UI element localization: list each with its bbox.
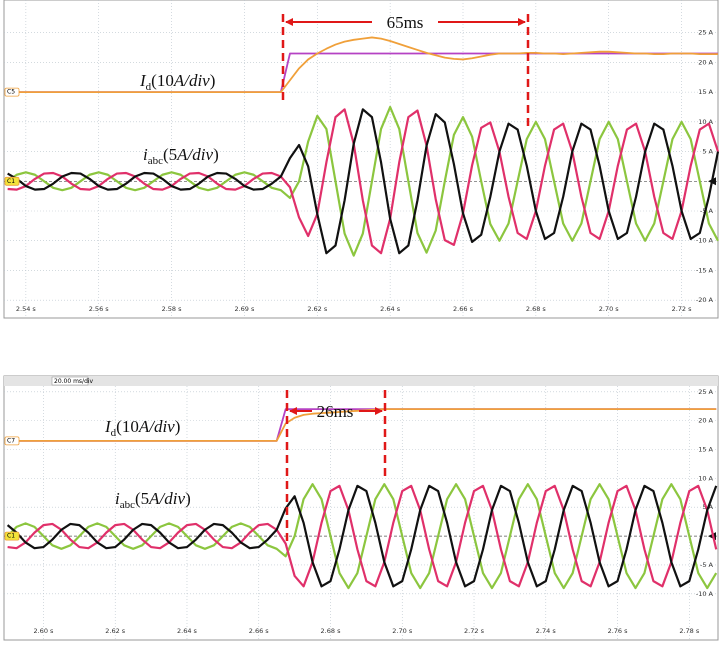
- x-tick-label: 2.69 s: [234, 305, 255, 313]
- x-tick-label: 2.72 s: [672, 305, 693, 313]
- x-tick-label: 2.68 s: [526, 305, 547, 313]
- id-label: Id(10A/div): [104, 417, 180, 439]
- y-tick-label: 20 A: [698, 417, 713, 425]
- x-tick-label: 2.70 s: [392, 627, 413, 635]
- x-tick-label: 2.66 s: [453, 305, 474, 313]
- channel-label: C7: [7, 437, 15, 444]
- x-tick-label: 2.54 s: [16, 305, 37, 313]
- y-tick-label: 15 A: [698, 446, 713, 454]
- y-tick-label: 25 A: [698, 388, 713, 396]
- iabc-label: iabc(5A/div): [115, 489, 191, 511]
- measure-label: 65ms: [387, 13, 424, 32]
- y-tick-label: 10 A: [698, 474, 713, 482]
- id-label: Id(10A/div): [139, 71, 215, 93]
- toolbar-text: 20.00 ms/div: [54, 378, 94, 385]
- waveform: [6, 483, 718, 590]
- x-tick-label: 2.58 s: [162, 305, 183, 313]
- channel-label: C5: [7, 89, 15, 96]
- measure-label: 26ms: [317, 402, 354, 421]
- y-tick-label: 15 A: [698, 88, 713, 96]
- channel-label: C1: [7, 178, 15, 185]
- x-tick-label: 2.70 s: [599, 305, 620, 313]
- y-tick-label: -15 A: [696, 266, 714, 274]
- waveform: [7, 484, 718, 588]
- x-tick-label: 2.76 s: [608, 627, 629, 635]
- channel-tag: [4, 531, 20, 541]
- x-tick-label: 2.74 s: [536, 627, 557, 635]
- waveform: [7, 108, 720, 255]
- toolbar-field: [51, 376, 89, 386]
- channel-tag: [4, 87, 20, 97]
- y-tick-label: -5 A: [700, 561, 714, 569]
- channel-tag: [4, 436, 20, 446]
- y-tick-label: -10 A: [696, 237, 714, 245]
- x-tick-label: 2.78 s: [679, 627, 700, 635]
- y-tick-label: -20 A: [696, 296, 714, 304]
- x-tick-label: 2.62 s: [307, 305, 328, 313]
- y-tick-label: 25 A: [698, 29, 713, 37]
- panel-top: 2.54 s 2.56 s 2.58 s 2.69 s 2.62 s 2.64 s 2.66…: [3, 0, 720, 319]
- waveform: [6, 484, 718, 588]
- y-tick-label: 20 A: [698, 58, 713, 66]
- x-tick-label: 2.72 s: [464, 627, 485, 635]
- x-tick-label: 2.68 s: [321, 627, 342, 635]
- y-tick-label: 10 A: [698, 118, 713, 126]
- panel-bottom: 20.00 ms/div 2.60 s 2.62 s 2.64 s 2.66 s 2.6…: [3, 375, 719, 641]
- iabc-label: iabc(5A/div): [143, 145, 219, 167]
- waveform: [6, 105, 719, 257]
- annotations: 65ms Id(10A/div) iabc(5A/div) 26ms Id(10…: [4, 13, 530, 545]
- x-tick-label: 2.60 s: [33, 627, 54, 635]
- channel-label: C1: [7, 533, 15, 540]
- waveform: [7, 36, 718, 94]
- x-tick-label: 2.62 s: [105, 627, 126, 635]
- y-tick-label: -10 A: [696, 590, 714, 598]
- x-tick-label: 2.64 s: [177, 627, 198, 635]
- x-tick-label: 2.56 s: [89, 305, 110, 313]
- x-tick-label: 2.64 s: [380, 305, 401, 313]
- toolbar: [4, 376, 718, 386]
- channel-tag: [4, 176, 20, 186]
- x-tick-label: 2.66 s: [249, 627, 270, 635]
- y-tick-label: 5 A: [702, 148, 713, 156]
- waveform: [7, 108, 720, 255]
